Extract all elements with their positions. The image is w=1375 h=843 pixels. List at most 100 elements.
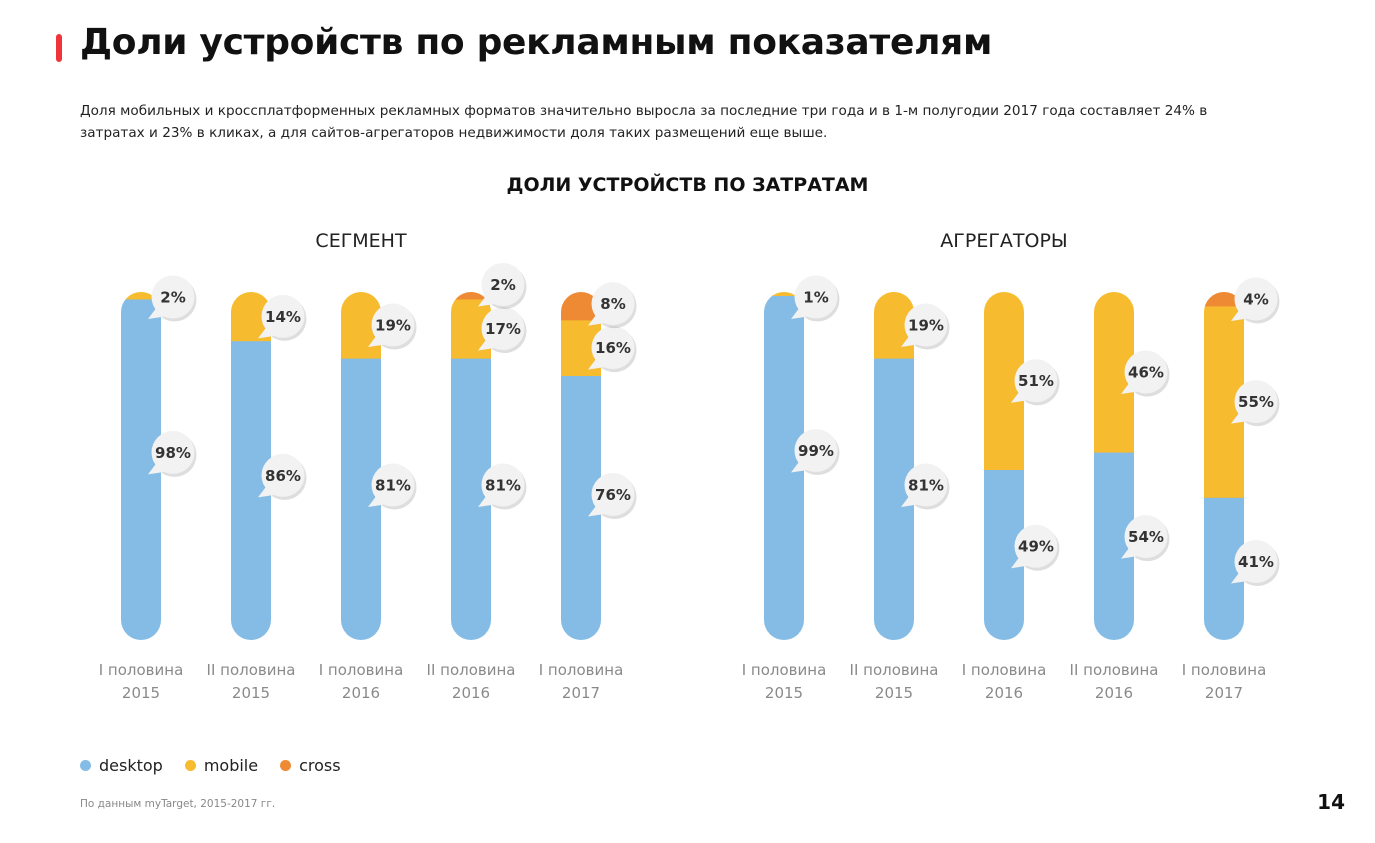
aggregators-category-label-2-line2: 2016 — [985, 684, 1023, 702]
aggregators-desktop-3-label: 54% — [1128, 528, 1164, 546]
aggregators-bar-3 — [1094, 292, 1134, 640]
segment-cross-4-bubble-tail — [588, 313, 608, 326]
aggregators-category-label-0-line1: I половина — [742, 661, 827, 679]
segment-seg-mobile-0 — [121, 292, 161, 300]
segment-desktop-1-bubble-shadow — [262, 455, 307, 500]
segment-mobile-3-bubble-shadow — [482, 309, 527, 354]
legend-item-cross: cross — [280, 756, 341, 775]
page-number: 14 — [1317, 790, 1345, 814]
legend-label-mobile: mobile — [203, 756, 259, 775]
segment-desktop-2-bubble-shadow — [372, 465, 417, 510]
segment-cross-4-bubble-body — [591, 282, 635, 326]
aggregators-desktop-2-bubble-tail — [1011, 556, 1031, 569]
segment-cross-4-bubble-shadow — [592, 284, 637, 329]
legend-dot-mobile — [184, 760, 196, 771]
legend-dot-cross — [280, 760, 292, 771]
legend-item-desktop: desktop — [80, 756, 163, 775]
aggregators-seg-mobile-1 — [874, 292, 914, 359]
aggregators-seg-desktop-2 — [984, 469, 1024, 640]
segment-mobile-1-bubble-shadow — [262, 296, 307, 341]
aggregators-seg-mobile-0 — [764, 292, 804, 296]
segment-mobile-4-bubble-shadow — [592, 328, 637, 373]
segment-bar-3 — [451, 292, 491, 640]
aggregators-desktop-4-bubble-body — [1234, 540, 1278, 584]
segment-desktop-1-bubble-tail — [258, 485, 278, 498]
aggregators-seg-desktop-0 — [764, 295, 804, 640]
segment-desktop-1-bubble-body — [261, 453, 305, 497]
segment-desktop-2-bubble-body — [371, 463, 415, 507]
segment-mobile-0-bubble-shadow — [152, 277, 197, 322]
aggregators-desktop-1-label: 81% — [908, 476, 944, 494]
segment-desktop-2-bubble: 81% — [368, 463, 417, 510]
segment-desktop-4-bubble: 76% — [588, 473, 637, 520]
segment-desktop-0-label: 98% — [155, 444, 191, 462]
segment-desktop-4-bubble-shadow — [592, 475, 637, 520]
segment-desktop-2-bubble-tail — [368, 494, 388, 507]
legend-dot-desktop — [80, 760, 91, 771]
segment-mobile-1-bubble-body — [261, 294, 305, 338]
segment-cross-4-bubble: 8% — [588, 282, 637, 329]
legend-item-mobile: mobile — [184, 756, 259, 775]
aggregators-mobile-4-bubble-body — [1234, 380, 1278, 424]
aggregators-bar-0 — [764, 292, 804, 640]
segment-seg-desktop-0 — [121, 298, 161, 640]
aggregators-mobile-2-bubble-tail — [1011, 390, 1031, 403]
aggregators-mobile-2-bubble-shadow — [1015, 361, 1060, 406]
aggregators-mobile-2-bubble-body — [1014, 359, 1058, 403]
segment-desktop-0-bubble-shadow — [152, 432, 197, 477]
aggregators-desktop-3-bubble-shadow — [1125, 517, 1170, 562]
segment-category-label-0-line1: I половина — [99, 661, 184, 679]
segment-desktop-3-bubble-shadow — [482, 465, 527, 510]
aggregators-desktop-1-bubble-tail — [901, 494, 921, 507]
aggregators-cross-4-bubble-tail — [1231, 308, 1251, 321]
segment-mobile-3-bubble-body — [481, 307, 525, 351]
aggregators-desktop-0-bubble-tail — [791, 460, 811, 473]
segment-desktop-0-bubble-body — [151, 430, 195, 474]
segment-seg-mobile-1 — [231, 292, 271, 342]
aggregators-bar-1 — [874, 292, 914, 640]
aggregators-mobile-0-label: 1% — [803, 289, 828, 307]
aggregators-subtitle: АГРЕГАТОРЫ — [940, 230, 1067, 252]
aggregators-seg-mobile-2 — [984, 292, 1024, 470]
aggregators-desktop-2-bubble: 49% — [1011, 524, 1060, 571]
segment-category-label-1-line1: II половина — [207, 661, 296, 679]
aggregators-desktop-1-bubble-shadow — [905, 465, 950, 510]
aggregators-category-label-0-line2: 2015 — [765, 684, 803, 702]
aggregators-cross-4-label: 4% — [1243, 290, 1268, 308]
segment-mobile-4-bubble-tail — [588, 357, 608, 370]
segment-category-label-2-line2: 2016 — [342, 684, 380, 702]
segment-bar-4 — [561, 292, 601, 640]
page-subtitle: Доля мобильных и кроссплатформенных рекл… — [80, 103, 1208, 141]
segment-bar-0 — [121, 292, 161, 640]
segment-category-label-4-line1: I половина — [539, 661, 624, 679]
aggregators-category-label-1-line1: II половина — [850, 661, 939, 679]
aggregators-mobile-3-bubble: 46% — [1121, 350, 1170, 397]
aggregators-desktop-0-label: 99% — [798, 442, 834, 460]
aggregators-mobile-0-bubble-shadow — [795, 277, 840, 322]
segment-mobile-2-bubble-tail — [368, 335, 388, 348]
aggregators-mobile-1-label: 19% — [908, 317, 944, 335]
aggregators-desktop-4-bubble: 41% — [1231, 540, 1280, 587]
segment-mobile-0-bubble-tail — [148, 307, 168, 319]
page-title: Доли устройств по рекламным показателям — [80, 22, 993, 63]
segment-category-label-3-line1: II половина — [427, 661, 516, 679]
segment-mobile-2-label: 19% — [375, 317, 411, 335]
aggregators-desktop-4-bubble-shadow — [1235, 542, 1280, 587]
segment-bar-2 — [341, 292, 381, 640]
segment-desktop-4-bubble-body — [591, 473, 635, 517]
segment-category-label-0-line2: 2015 — [122, 684, 160, 702]
aggregators-cross-4-bubble-shadow — [1235, 279, 1280, 324]
segment-mobile-1-bubble: 14% — [258, 294, 307, 341]
segment-seg-mobile-4 — [561, 319, 601, 377]
aggregators-seg-desktop-4 — [1204, 497, 1244, 640]
aggregators-mobile-1-bubble: 19% — [901, 303, 950, 350]
aggregators-mobile-1-bubble-body — [904, 303, 948, 347]
legend: desktop mobile cross — [80, 756, 341, 775]
segment-mobile-4-label: 16% — [595, 339, 631, 357]
segment-cross-3-bubble-body — [481, 263, 525, 307]
segment-seg-desktop-4 — [561, 375, 601, 640]
segment-seg-desktop-3 — [451, 358, 491, 640]
segment-seg-cross-4 — [561, 292, 601, 321]
aggregators-mobile-3-label: 46% — [1128, 364, 1164, 382]
title-accent-bar — [56, 34, 62, 62]
